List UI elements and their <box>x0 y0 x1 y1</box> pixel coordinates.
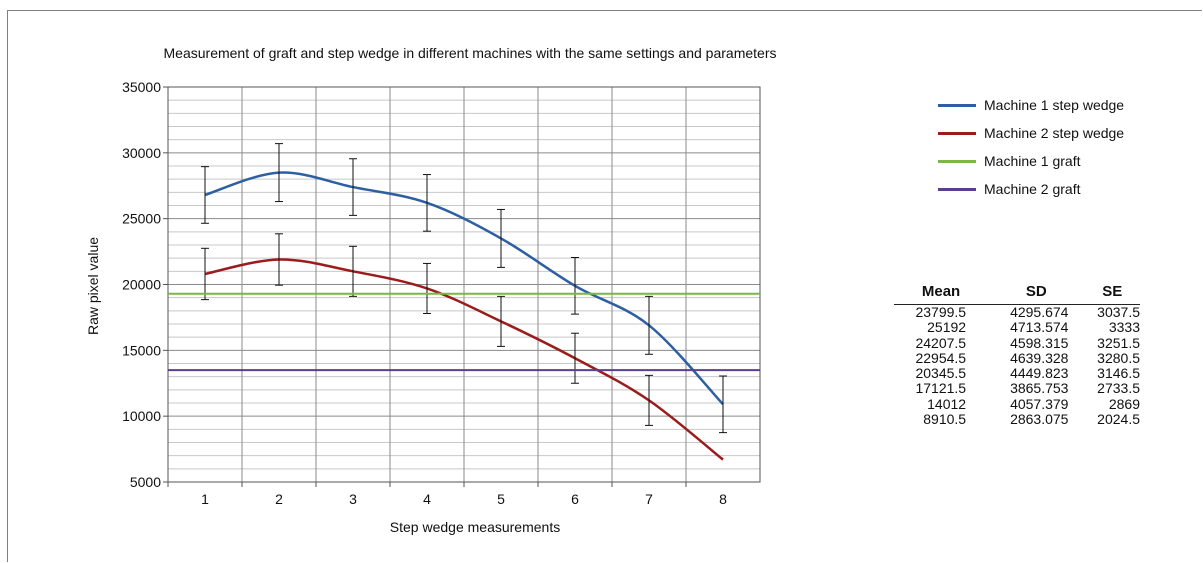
statistics-table: Mean SD SE 23799.5 4295.674 3037.5 25192 4713.… <box>894 283 1140 427</box>
x-tick-label: 7 <box>645 491 653 507</box>
legend-item: Machine 2 graft <box>938 175 1124 203</box>
stats-cell: 3333 <box>1108 319 1140 336</box>
stats-row: 20345.5 4449.823 3146.5 <box>894 365 1140 382</box>
stats-cell: 3251.5 <box>1097 334 1140 351</box>
legend-label: Machine 2 step wedge <box>984 125 1125 141</box>
stats-cell: 23799.5 <box>915 304 967 320</box>
series-line <box>204 258 724 461</box>
legend-item: Machine 1 step wedge <box>938 91 1124 119</box>
figure-frame <box>7 10 1202 562</box>
chart-title: Measurement of graft and step wedge in d… <box>164 45 777 61</box>
stats-cell: 3280.5 <box>1097 349 1140 366</box>
stats-cell: 20345.5 <box>915 365 967 382</box>
stats-row: 8910.5 2863.075 2024.5 <box>894 411 1140 428</box>
error-bar <box>497 295 505 347</box>
stats-header-cell: SD <box>988 283 1085 305</box>
stats-cell: 22954.5 <box>915 349 967 366</box>
y-tick-label: 25000 <box>122 211 161 227</box>
error-bar <box>349 245 357 297</box>
chart-axes: 35000 30000 25000 20000 15000 10000 5000 1 2 3 4 5 6… <box>122 79 761 507</box>
stats-cell: 2863.075 <box>1010 411 1069 428</box>
stats-cell: 2733.5 <box>1097 380 1140 397</box>
y-tick-label: 15000 <box>122 342 161 358</box>
y-tick-label: 5000 <box>130 474 161 490</box>
stats-cell: 24207.5 <box>915 334 967 351</box>
stats-row: 14012 4057.379 2869 <box>894 395 1140 412</box>
error-bar <box>571 257 579 315</box>
error-bar <box>201 247 209 301</box>
x-tick-label: 6 <box>571 491 579 507</box>
stats-cell: 4639.328 <box>1010 349 1069 366</box>
chart-legend: Machine 1 step wedge Machine 2 step wedge… <box>938 91 1124 203</box>
stats-cell: 8910.5 <box>923 411 967 428</box>
stats-cell: 2024.5 <box>1097 411 1140 428</box>
stats-row: 23799.5 4295.674 3037.5 <box>894 304 1140 321</box>
stats-cell: 3037.5 <box>1097 304 1140 320</box>
stats-cell: 4598.315 <box>1010 334 1069 351</box>
x-tick-label: 2 <box>275 491 283 507</box>
error-bar <box>645 374 653 426</box>
legend-label: Machine 2 graft <box>984 181 1081 197</box>
error-bar <box>349 158 357 216</box>
series-2 <box>201 233 724 461</box>
stats-header-cell: SE <box>1084 283 1140 305</box>
error-bar <box>497 208 505 268</box>
error-bar <box>201 166 209 224</box>
error-bar <box>719 375 727 434</box>
stats-row: 24207.5 4598.315 3251.5 <box>894 334 1140 351</box>
x-tick-label: 5 <box>497 491 505 507</box>
x-tick-label: 8 <box>719 491 727 507</box>
legend-label: Machine 1 step wedge <box>984 97 1125 113</box>
legend-swatch <box>938 159 976 163</box>
legend-item: Machine 1 graft <box>938 147 1124 175</box>
stats-cell: 2869 <box>1108 395 1140 412</box>
stats-cell: 4295.674 <box>1010 304 1069 320</box>
stats-cell: 17121.5 <box>915 380 967 397</box>
stats-row: 17121.5 3865.753 2733.5 <box>894 380 1140 397</box>
error-bar <box>275 233 283 286</box>
stats-cell: 14012 <box>927 395 967 412</box>
x-tick-label: 3 <box>349 491 357 507</box>
error-bar <box>275 143 283 203</box>
legend-label: Machine 1 graft <box>984 153 1081 169</box>
stats-row: 25192 4713.574 3333 <box>894 319 1140 336</box>
x-tick-label: 4 <box>423 491 431 507</box>
legend-swatch <box>938 131 976 135</box>
x-tick-label: 1 <box>201 491 209 507</box>
stats-cell: 4057.379 <box>1010 395 1069 412</box>
stats-cell: 4713.574 <box>1010 319 1069 336</box>
y-tick-label: 20000 <box>122 277 161 293</box>
chart-grid <box>167 86 761 483</box>
stats-cell: 3146.5 <box>1097 365 1140 382</box>
y-axis-label: Raw pixel value <box>85 237 101 335</box>
series-1 <box>201 143 727 434</box>
legend-item: Machine 2 step wedge <box>938 119 1124 147</box>
error-bar <box>571 332 579 384</box>
x-axis-label: Step wedge measurements <box>390 519 560 535</box>
stats-header-cell: Mean <box>894 283 989 305</box>
stats-header-row: Mean SD SE <box>894 283 1140 305</box>
legend-swatch <box>938 103 976 107</box>
error-bar <box>423 262 431 314</box>
y-tick-label: 10000 <box>122 408 161 424</box>
stats-cell: 25192 <box>927 319 967 336</box>
legend-swatch <box>938 187 976 191</box>
error-bar <box>645 295 653 355</box>
stats-cell: 4449.823 <box>1010 365 1069 382</box>
chart-series <box>168 143 760 461</box>
stats-row: 22954.5 4639.328 3280.5 <box>894 349 1140 366</box>
y-tick-label: 30000 <box>122 145 161 161</box>
error-bar <box>423 174 431 232</box>
stats-body: 23799.5 4295.674 3037.5 25192 4713.574 3333 24… <box>894 304 1140 428</box>
stats-cell: 3865.753 <box>1010 380 1069 397</box>
y-tick-label: 35000 <box>122 79 161 95</box>
